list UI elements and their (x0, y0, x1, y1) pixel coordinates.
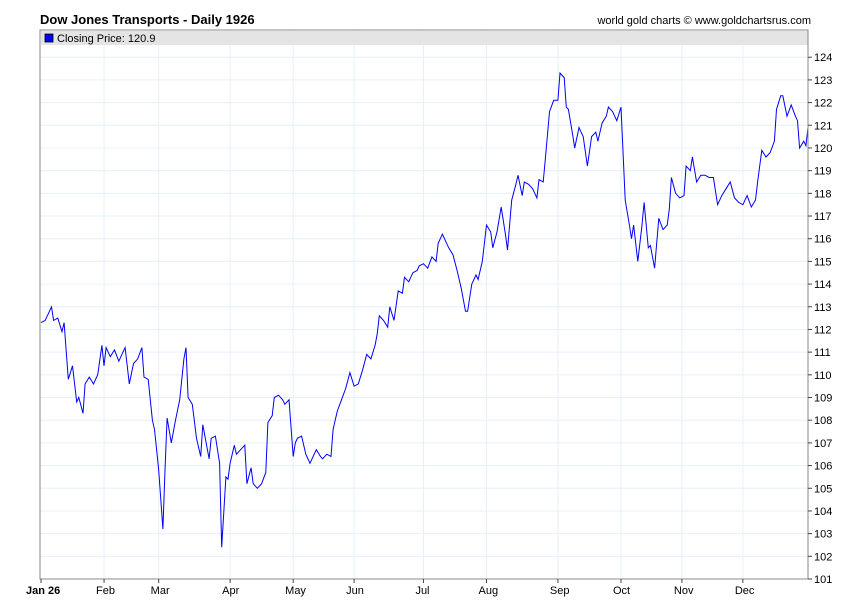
y-tick-label: 123 (814, 75, 832, 87)
x-tick-label: Nov (674, 585, 694, 597)
y-tick-label: 112 (814, 324, 832, 336)
series-group (40, 71, 809, 548)
legend-label: Closing Price: 120.9 (57, 33, 155, 45)
y-tick-label: 116 (814, 234, 832, 246)
grid-lines (40, 30, 808, 580)
y-tick-label: 118 (814, 188, 832, 200)
legend-swatch (44, 33, 54, 43)
x-tick-label: Feb (96, 585, 115, 597)
x-tick-label: Sep (550, 585, 570, 597)
y-tick-label: 107 (814, 438, 832, 450)
x-tick-label: May (285, 585, 306, 597)
plot-background (40, 30, 808, 579)
y-tick-label: 122 (814, 98, 832, 110)
y-tick-label: 101 (814, 574, 832, 586)
y-tick-label: 110 (814, 370, 832, 382)
x-tick-label: Jul (415, 585, 429, 597)
y-tick-label: 103 (814, 529, 832, 541)
y-tick-label: 114 (814, 279, 832, 291)
y-tick-label: 104 (814, 506, 832, 518)
x-tick-label: Apr (222, 585, 239, 597)
legend-bar (41, 31, 808, 45)
y-tick-label: 117 (814, 211, 832, 223)
x-tick-label: Aug (478, 585, 498, 597)
x-tick-label: Oct (613, 585, 630, 597)
y-axis: 101 102 103 104 105 106 107 108 109 110 111 112 113 1… (808, 52, 832, 586)
x-tick-label: Jan 26 (26, 585, 60, 597)
x-tick-label: Jun (346, 585, 364, 597)
chart-title: Dow Jones Transports - Daily 1926 (40, 12, 255, 27)
y-tick-label: 106 (814, 461, 832, 473)
x-tick-label: Dec (735, 585, 755, 597)
x-axis: Jan 26 Feb Mar Apr May Jun Jul Aug Sep Oct Nov Dec (26, 579, 755, 597)
y-tick-label: 111 (814, 347, 831, 359)
y-tick-label: 109 (814, 393, 832, 405)
credit-text: world gold charts © www.goldchartsrus.co… (597, 15, 811, 27)
y-tick-label: 105 (814, 483, 832, 495)
y-tick-label: 115 (814, 256, 832, 268)
y-tick-label: 119 (814, 166, 832, 178)
closing-price-line (40, 71, 809, 548)
x-tick-label: Mar (151, 585, 170, 597)
y-tick-label: 108 (814, 415, 832, 427)
y-tick-label: 121 (814, 120, 832, 132)
plot-border (39, 29, 809, 580)
y-tick-label: 124 (814, 52, 832, 64)
y-tick-label: 120 (814, 143, 832, 155)
y-tick-label: 102 (814, 551, 832, 563)
y-tick-label: 113 (814, 302, 832, 314)
